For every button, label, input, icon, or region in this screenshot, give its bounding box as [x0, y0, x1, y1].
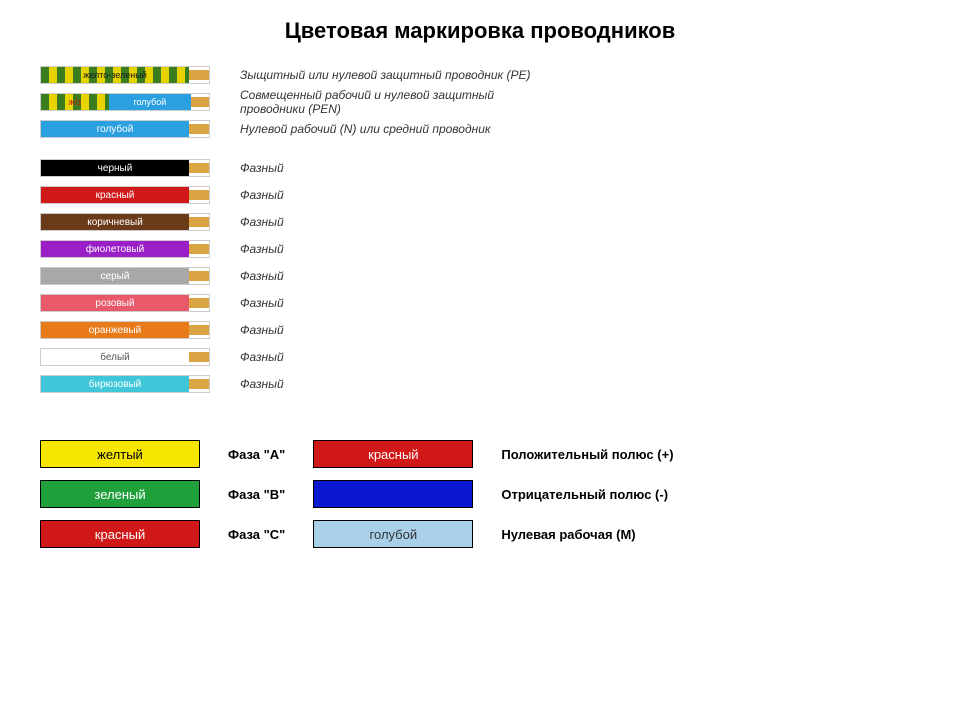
- wire-tip: [189, 298, 209, 308]
- wire-body: фиолетовый: [41, 241, 189, 257]
- wire-legend: желто-зеленый Зыщитный или нулевой защитн…: [0, 64, 960, 395]
- phase-colorbox: красный: [40, 520, 200, 548]
- wire-tip: [189, 70, 209, 80]
- wire: коричневый: [40, 213, 210, 231]
- wire-tip: [189, 244, 209, 254]
- pole-colorbox: голубой: [313, 520, 473, 548]
- wire-label: красный: [96, 190, 135, 201]
- wire-row: коричневый Фазный: [40, 211, 960, 233]
- wire-tip: [189, 190, 209, 200]
- wire: белый: [40, 348, 210, 366]
- wire-description: Зыщитный или нулевой защитный проводник …: [240, 68, 531, 82]
- wire-label: голубой: [97, 124, 134, 135]
- wire-label: черный: [98, 163, 133, 174]
- wire-tip: [189, 379, 209, 389]
- wire-label: коричневый: [87, 217, 143, 228]
- wire-row: белый Фазный: [40, 346, 960, 368]
- wire-body-yellowgreen: желто-зеленый: [41, 67, 189, 83]
- wire-body: белый: [41, 349, 189, 365]
- wire-description: Фазный: [240, 269, 284, 283]
- wire-body: черный: [41, 160, 189, 176]
- wire-description: Фазный: [240, 296, 284, 310]
- phase-label: Фаза "C": [228, 520, 285, 548]
- wire-tip: [189, 352, 209, 362]
- pole-label: Отрицательный полюс (-): [501, 480, 673, 508]
- wire-description: Фазный: [240, 323, 284, 337]
- pole-colorbox: красный: [313, 440, 473, 468]
- wire: желто-зеленый: [40, 66, 210, 84]
- pole-label: Нулевая рабочая (M): [501, 520, 673, 548]
- wire-body: красный: [41, 187, 189, 203]
- wire-row: голубой Нулевой рабочий (N) или средний п…: [40, 118, 960, 140]
- wire-row: ж/з голубой Совмещенный рабочий и нулевой …: [40, 91, 960, 113]
- wire-tip: [189, 124, 209, 134]
- wire-tip: [189, 163, 209, 173]
- wire-label-left: ж/з: [68, 97, 81, 107]
- wire-tip: [189, 271, 209, 281]
- phase-label: Фаза "A": [228, 440, 285, 468]
- wire-description: Фазный: [240, 215, 284, 229]
- wire: оранжевый: [40, 321, 210, 339]
- wire: ж/з голубой: [40, 93, 210, 111]
- wire: черный: [40, 159, 210, 177]
- wire-label: фиолетовый: [86, 244, 144, 255]
- wire-label: оранжевый: [89, 325, 142, 336]
- wire: серый: [40, 267, 210, 285]
- wire: красный: [40, 186, 210, 204]
- wire-description: Фазный: [240, 161, 284, 175]
- wire-body: оранжевый: [41, 322, 189, 338]
- wire: розовый: [40, 294, 210, 312]
- pole-colorbox: синий: [313, 480, 473, 508]
- wire-label: серый: [101, 271, 130, 282]
- wire: бирюзовый: [40, 375, 210, 393]
- wire-row: серый Фазный: [40, 265, 960, 287]
- wire-description: Фазный: [240, 188, 284, 202]
- wire-pen-left: ж/з: [41, 94, 109, 110]
- wire-label: белый: [100, 352, 129, 363]
- wire-body: серый: [41, 268, 189, 284]
- wire-description: Нулевой рабочий (N) или средний проводни…: [240, 122, 491, 136]
- wire-pen-right: голубой: [109, 94, 192, 110]
- wire-tip: [189, 217, 209, 227]
- wire-row: оранжевый Фазный: [40, 319, 960, 341]
- wire-row: фиолетовый Фазный: [40, 238, 960, 260]
- wire: фиолетовый: [40, 240, 210, 258]
- wire-body: бирюзовый: [41, 376, 189, 392]
- wire-tip: [189, 325, 209, 335]
- wire-row: бирюзовый Фазный: [40, 373, 960, 395]
- wire-label-right: голубой: [133, 97, 166, 107]
- wire-body: коричневый: [41, 214, 189, 230]
- wire-row: желто-зеленый Зыщитный или нулевой защитн…: [40, 64, 960, 86]
- wire-row: розовый Фазный: [40, 292, 960, 314]
- wire: голубой: [40, 120, 210, 138]
- wire-label: желто-зеленый: [83, 70, 146, 80]
- wire-description: Фазный: [240, 242, 284, 256]
- phase-colorbox: зеленый: [40, 480, 200, 508]
- wire-description: Фазный: [240, 377, 284, 391]
- pole-label: Положительный полюс (+): [501, 440, 673, 468]
- wire-description: Совмещенный рабочий и нулевой защитный п…: [240, 88, 560, 116]
- page-title: Цветовая маркировка проводников: [0, 0, 960, 64]
- phase-label: Фаза "B": [228, 480, 285, 508]
- wire-body-pen: ж/з голубой: [41, 94, 191, 110]
- wire-body: голубой: [41, 121, 189, 137]
- wire-body: розовый: [41, 295, 189, 311]
- wire-label: розовый: [95, 298, 134, 309]
- wire-description: Фазный: [240, 350, 284, 364]
- wire-row: красный Фазный: [40, 184, 960, 206]
- phase-pole-table: желтый зеленый красный Фаза "A" Фаза "B" Фаз…: [0, 400, 960, 548]
- phase-colorbox: желтый: [40, 440, 200, 468]
- wire-tip: [191, 97, 209, 107]
- wire-row: черный Фазный: [40, 157, 960, 179]
- wire-label: бирюзовый: [89, 379, 142, 390]
